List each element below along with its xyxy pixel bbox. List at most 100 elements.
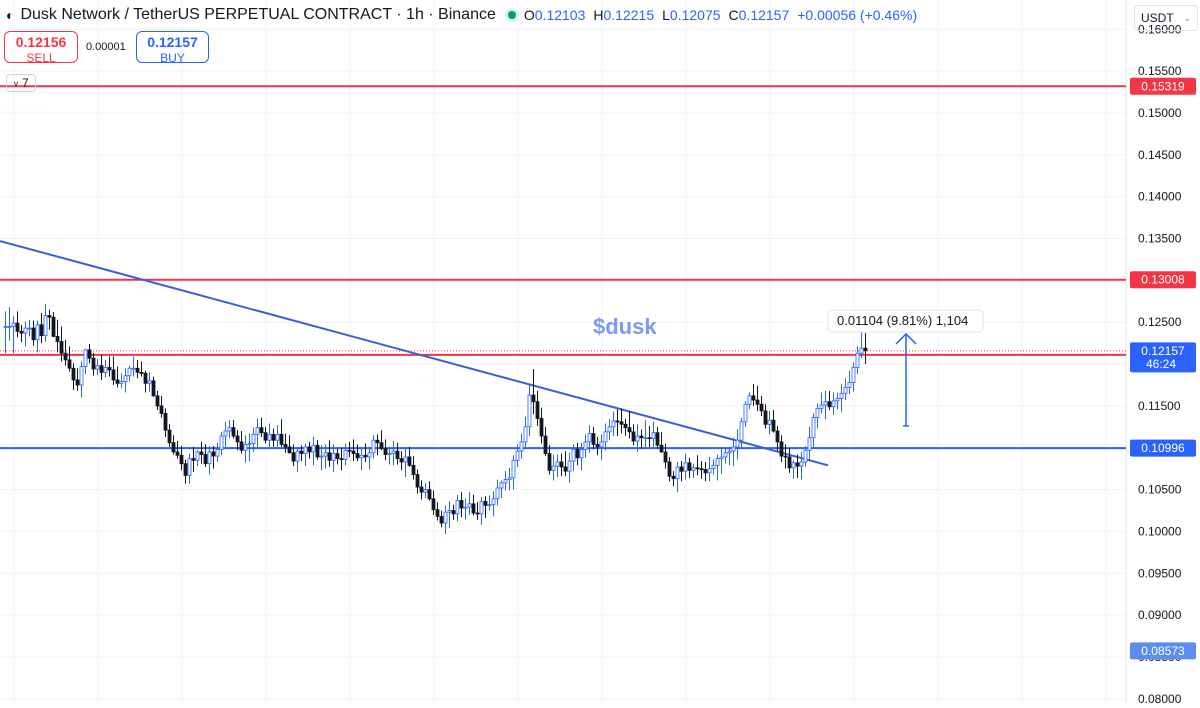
candle-body xyxy=(587,433,592,443)
price-label: 0.08573 xyxy=(1141,644,1185,658)
y-tick-label: 0.12500 xyxy=(1138,315,1182,329)
candle-body xyxy=(451,510,456,515)
candle-body xyxy=(575,449,580,459)
candle-body xyxy=(599,441,604,448)
candle-body xyxy=(371,439,376,454)
level-price-label-bg xyxy=(1130,271,1196,289)
candle-body xyxy=(779,441,784,457)
candle-body xyxy=(763,410,768,425)
candle-body xyxy=(643,437,648,440)
level-price-label: 0.13008 xyxy=(1141,273,1185,287)
candle-body xyxy=(523,426,528,443)
candle-body xyxy=(795,462,800,467)
candle-body xyxy=(187,458,192,476)
chevron-down-icon: ⌄ xyxy=(1183,13,1191,23)
symbol-title[interactable]: Dusk Network / TetherUS PERPETUAL CONTRA… xyxy=(20,6,496,23)
candle-body xyxy=(695,467,700,470)
candle-body xyxy=(707,468,712,474)
candle-body xyxy=(827,401,832,408)
candle-body xyxy=(659,444,664,453)
y-tick-label: 0.13500 xyxy=(1138,232,1182,246)
candle-body xyxy=(651,432,656,439)
price-label-bg xyxy=(1130,342,1196,373)
candle-body xyxy=(623,423,628,429)
candle-body xyxy=(499,482,504,489)
candle-body xyxy=(183,463,188,476)
candle-body xyxy=(487,504,492,507)
candle-body xyxy=(67,359,72,369)
candle-body xyxy=(131,367,136,370)
candle-body xyxy=(219,435,224,450)
candle-body xyxy=(555,461,560,467)
candle-body xyxy=(579,449,584,459)
candle-body xyxy=(407,456,412,466)
currency-label: USDT xyxy=(1141,11,1174,25)
candle-body xyxy=(3,325,8,328)
candle-body xyxy=(43,315,48,336)
ohlc-close-value: 0.12157 xyxy=(738,7,790,23)
candle-body xyxy=(79,366,84,386)
candle-body xyxy=(787,456,792,469)
candle-body xyxy=(247,443,252,445)
candle-body xyxy=(515,450,520,461)
ohlc-close-key: C xyxy=(728,7,739,23)
candle-body xyxy=(767,419,772,425)
candle-body xyxy=(703,469,708,474)
candle-body xyxy=(595,443,600,448)
level-price-label: 0.10996 xyxy=(1141,441,1185,455)
candle-body xyxy=(251,433,256,444)
candle-body xyxy=(23,327,28,334)
candle-body xyxy=(375,439,380,444)
candle-body xyxy=(207,451,212,465)
candle-body xyxy=(167,429,172,444)
buy-button[interactable]: 0.12157 BUY xyxy=(136,31,209,65)
candle-body xyxy=(851,367,856,383)
candle-body xyxy=(271,433,276,441)
candle-body xyxy=(415,474,420,488)
ohlc-high-key: H xyxy=(593,7,604,23)
chart-annotation: $dusk xyxy=(593,314,657,339)
currency-selector[interactable]: USDT ⌄ xyxy=(1134,5,1198,31)
candle-body xyxy=(839,392,844,399)
candle-body xyxy=(419,486,424,493)
candle-body xyxy=(303,446,308,455)
indicators-toggle[interactable]: ˅ 7 xyxy=(6,74,36,92)
candle-body xyxy=(467,503,472,508)
candle-body xyxy=(855,352,860,368)
spread-value: 0.00001 xyxy=(86,41,126,53)
candle-body xyxy=(19,331,24,334)
candle-body xyxy=(815,408,820,419)
candle-body xyxy=(511,459,516,479)
candle-body xyxy=(227,427,232,432)
candle-body xyxy=(771,419,776,432)
candle-body xyxy=(503,479,508,484)
candle-body xyxy=(315,444,320,458)
candle-body xyxy=(691,467,696,471)
candle-body xyxy=(491,498,496,506)
candle-body xyxy=(639,435,644,439)
ohlc-high-value: 0.12215 xyxy=(603,7,655,23)
candle-body xyxy=(411,464,416,475)
candle-body xyxy=(63,352,68,361)
candle-body xyxy=(339,458,344,461)
candle-body xyxy=(791,462,796,469)
trendline[interactable] xyxy=(0,240,829,467)
candle-body xyxy=(755,399,760,405)
candle-body xyxy=(607,426,612,433)
candle-body xyxy=(803,449,808,463)
sell-button[interactable]: 0.12156 SELL xyxy=(4,31,78,65)
candle-body xyxy=(163,413,168,431)
candle-body xyxy=(807,437,812,451)
candle-body xyxy=(495,487,500,500)
level-price-label-bg xyxy=(1130,439,1196,457)
candle-body xyxy=(363,454,368,458)
y-tick-label: 0.10500 xyxy=(1138,483,1182,497)
candle-body xyxy=(255,427,260,435)
candle-body xyxy=(127,367,132,377)
candle-body xyxy=(547,453,552,471)
candle-body xyxy=(687,462,692,471)
candle-body xyxy=(447,510,452,513)
candle-body xyxy=(567,460,572,472)
